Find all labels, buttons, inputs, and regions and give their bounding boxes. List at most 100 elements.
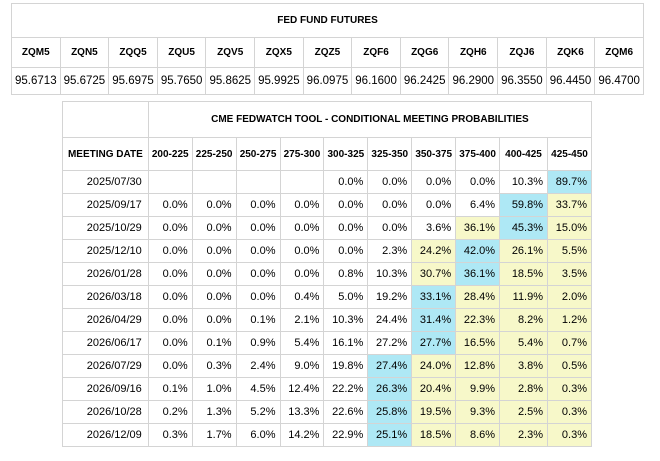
meeting-date: 2026/06/17 <box>62 331 149 355</box>
probability-cell: 4.5% <box>235 377 281 401</box>
probability-cell: 22.9% <box>323 423 369 447</box>
probability-cell: 0.3% <box>147 423 193 447</box>
probability-cell: 42.0% <box>455 239 501 263</box>
probability-cell: 5.4% <box>279 331 325 355</box>
futures-title: FED FUND FUTURES <box>11 3 644 38</box>
meeting-date: 2026/10/28 <box>62 400 149 424</box>
probability-cell <box>191 170 237 194</box>
rate-range-header: 275-300 <box>279 137 325 171</box>
probability-cell: 5.0% <box>323 285 369 309</box>
probability-cell: 19.5% <box>411 400 457 424</box>
futures-code: ZQX5 <box>254 37 304 68</box>
rate-range-header: 325-350 <box>367 137 413 171</box>
probability-cell: 31.4% <box>411 308 457 332</box>
probability-cell: 5.5% <box>547 239 592 263</box>
probability-cell: 13.3% <box>279 400 325 424</box>
probability-cell: 0.1% <box>191 331 237 355</box>
meeting-date-header: MEETING DATE <box>62 137 149 171</box>
probability-cell: 0.4% <box>279 285 325 309</box>
futures-price-row: 95.6713 95.6725 95.6975 95.7650 95.8625 95.99… <box>11 67 644 95</box>
probability-cell: 27.7% <box>411 331 457 355</box>
probability-cell: 6.4% <box>455 193 501 217</box>
futures-code-row: ZQM5 ZQN5 ZQQ5 ZQU5 ZQV5 ZQX5 ZQZ5 ZQF6 ZQG6 ZQH6… <box>11 37 644 68</box>
probability-cell: 0.3% <box>547 377 592 401</box>
probability-cell: 12.8% <box>455 354 501 378</box>
futures-code: ZQH6 <box>448 37 499 68</box>
futures-price: 95.9925 <box>254 67 304 95</box>
probability-cell: 2.3% <box>367 239 413 263</box>
rate-range-header: 200-225 <box>147 137 193 171</box>
probability-cell: 0.0% <box>191 308 237 332</box>
futures-price: 96.3550 <box>497 67 547 95</box>
probability-cell: 0.0% <box>191 216 237 240</box>
meeting-row: 2025/07/30 0.0% 0.0% 0.0% 0.0% 10.3% 89.7% <box>62 170 592 194</box>
futures-price: 96.4700 <box>594 67 644 95</box>
futures-price: 95.6713 <box>11 67 61 95</box>
rate-range-header: 350-375 <box>411 137 457 171</box>
futures-price: 96.2900 <box>448 67 499 95</box>
probability-cell: 0.0% <box>323 170 369 194</box>
probability-cell: 0.0% <box>323 216 369 240</box>
probability-cell: 12.4% <box>279 377 325 401</box>
probability-cell: 25.8% <box>367 400 413 424</box>
probability-cell: 15.0% <box>547 216 592 240</box>
probability-cell: 19.8% <box>323 354 369 378</box>
rate-range-header: 375-400 <box>455 137 501 171</box>
probability-cell: 18.5% <box>411 423 457 447</box>
probability-cell: 1.0% <box>191 377 237 401</box>
probability-cell: 2.8% <box>499 377 549 401</box>
meeting-row: 2026/01/28 0.0% 0.0% 0.0% 0.0% 0.8% 10.3% 30.7%… <box>62 262 592 286</box>
probability-cell: 0.3% <box>547 423 592 447</box>
probability-cell: 10.3% <box>323 308 369 332</box>
probability-cell: 0.0% <box>147 308 193 332</box>
corner-cell <box>62 101 149 138</box>
probability-cell: 0.0% <box>455 170 501 194</box>
probability-cell: 0.8% <box>323 262 369 286</box>
probability-cell: 10.3% <box>499 170 549 194</box>
probability-cell: 3.5% <box>547 262 592 286</box>
probability-cell: 0.1% <box>235 308 281 332</box>
probability-cell: 0.9% <box>235 331 281 355</box>
probability-cell: 0.0% <box>147 354 193 378</box>
rate-range-header: 250-275 <box>235 137 281 171</box>
probability-cell: 24.0% <box>411 354 457 378</box>
futures-price: 96.1600 <box>351 67 401 95</box>
probability-cell: 14.2% <box>279 423 325 447</box>
probability-cell: 0.0% <box>367 193 413 217</box>
probability-cell <box>279 170 325 194</box>
futures-code: ZQN5 <box>59 37 110 68</box>
meeting-date: 2026/07/29 <box>62 354 149 378</box>
futures-code: ZQQ5 <box>108 37 158 68</box>
probability-cell: 1.3% <box>191 400 237 424</box>
futures-code: ZQU5 <box>156 37 207 68</box>
probability-cell: 0.0% <box>279 216 325 240</box>
probability-cell: 36.1% <box>455 216 501 240</box>
meeting-date: 2026/12/09 <box>62 423 149 447</box>
probability-cell: 8.6% <box>455 423 501 447</box>
meeting-date: 2026/09/16 <box>62 377 149 401</box>
probability-cell: 0.0% <box>323 239 369 263</box>
futures-code: ZQM5 <box>11 37 61 68</box>
probability-cell: 16.5% <box>455 331 501 355</box>
meeting-date: 2025/07/30 <box>62 170 149 194</box>
probability-cell: 0.0% <box>191 262 237 286</box>
meeting-row: 2026/09/16 0.1% 1.0% 4.5% 12.4% 22.2% 26.3% 20.… <box>62 377 592 401</box>
meeting-row: 2026/10/28 0.2% 1.3% 5.2% 13.3% 22.6% 25.8% 19.… <box>62 400 592 424</box>
probability-cell: 27.2% <box>367 331 413 355</box>
probability-cell: 2.3% <box>499 423 549 447</box>
probability-cell: 26.3% <box>367 377 413 401</box>
probability-cell: 0.0% <box>367 216 413 240</box>
meeting-row: 2025/09/17 0.0% 0.0% 0.0% 0.0% 0.0% 0.0% 0.0% 6.… <box>62 193 592 217</box>
probability-cell: 16.1% <box>323 331 369 355</box>
futures-code: ZQK6 <box>545 37 596 68</box>
probability-cell: 0.0% <box>191 193 237 217</box>
probability-cell: 9.0% <box>279 354 325 378</box>
probability-cell: 0.0% <box>279 193 325 217</box>
futures-price: 95.8625 <box>205 67 256 95</box>
probability-cell: 0.0% <box>191 239 237 263</box>
probability-cell: 2.5% <box>499 400 549 424</box>
futures-price: 95.7650 <box>156 67 207 95</box>
futures-price: 96.4450 <box>545 67 596 95</box>
probability-cell: 0.0% <box>235 262 281 286</box>
fedwatch-probabilities-table: CME FEDWATCH TOOL - CONDITIONAL MEETING … <box>62 101 593 447</box>
